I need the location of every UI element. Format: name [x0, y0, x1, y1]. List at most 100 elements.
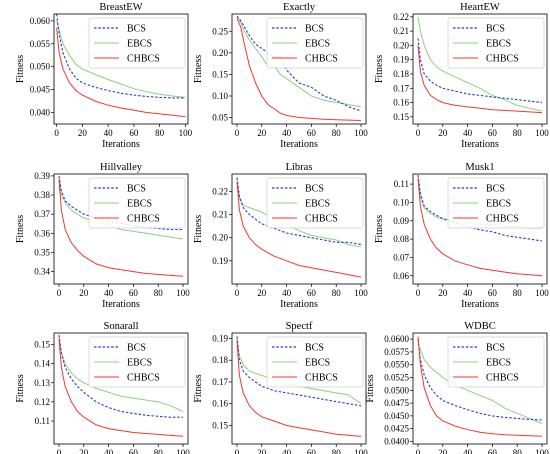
x-tick-label: 100: [176, 288, 190, 298]
legend-box: [266, 177, 364, 229]
chart-panel-musk1: Musk1 0 20 40 60 80 100 0.06 0.07 0.08 0.09 0.10 0.1…: [374, 162, 549, 310]
x-tick-label: 60: [488, 288, 498, 298]
legend: BCS EBCS CHBCS: [266, 177, 364, 229]
x-tick-label: 60: [307, 288, 317, 298]
x-tick-label: 80: [513, 128, 523, 138]
x-tick-label: 80: [332, 128, 342, 138]
legend-label-bcs: BCS: [305, 184, 324, 195]
y-tick-label: 0.15: [393, 112, 409, 122]
x-tick-label: 80: [513, 448, 523, 454]
series-line-ebcs: [417, 16, 543, 112]
y-tick-label: 0.17: [212, 377, 228, 387]
axes-frame: [53, 173, 189, 285]
y-tick-label: 0.11: [35, 416, 50, 426]
y-tick-label: 0.0600: [384, 334, 409, 344]
y-tick-label: 0.060: [30, 16, 51, 26]
y-tick-label: 0.20: [212, 233, 228, 243]
y-tick-label: 0.08: [393, 234, 409, 244]
series-line-chbcs: [236, 340, 362, 437]
series-line-bcs: [417, 339, 543, 421]
chart-panel-hillvalley: Hillvalley 0 20 40 60 80 100 0.34 0.35 0.36 0.37 0.…: [15, 162, 190, 310]
x-tick-label: 0: [416, 128, 421, 138]
legend-label-chbcs: CHBCS: [305, 373, 338, 384]
x-tick-label: 40: [104, 128, 114, 138]
series-line-chbcs: [56, 27, 186, 118]
legend-label-ebcs: EBCS: [127, 199, 152, 210]
y-tick-label: 0.040: [30, 108, 51, 118]
legend-box: [88, 336, 186, 388]
legend-label-bcs: BCS: [486, 24, 505, 35]
y-tick-label: 0.12: [34, 397, 50, 407]
y-tick-label: 0.045: [30, 85, 51, 95]
legend-label-chbcs: CHBCS: [127, 54, 160, 65]
x-tick-label: 20: [79, 288, 89, 298]
legend: BCS EBCS CHBCS: [447, 17, 545, 69]
legend-label-bcs: BCS: [305, 24, 324, 35]
x-tick-label: 80: [513, 288, 523, 298]
x-tick-label: 60: [488, 448, 498, 454]
legend-label-bcs: BCS: [127, 184, 146, 195]
x-tick-label: 100: [354, 448, 368, 454]
y-tick-label: 0.21: [212, 210, 228, 220]
legend-box: [447, 17, 545, 69]
y-tick-label: 0.18: [393, 69, 409, 79]
y-tick-label: 0.25: [212, 26, 228, 36]
chart-title: Musk1: [465, 162, 494, 173]
legend: BCS EBCS CHBCS: [447, 177, 545, 229]
series-group: [58, 334, 184, 437]
series-line-ebcs: [58, 336, 184, 412]
legend-label-bcs: BCS: [127, 343, 146, 354]
x-tick-label: 100: [354, 128, 368, 138]
chart-panel-breastew: BreastEW 0 20 40 60 80 100 0.040 0.045 0.050 0.055…: [15, 2, 193, 150]
x-tick-label: 100: [535, 448, 549, 454]
legend-label-chbcs: CHBCS: [486, 214, 519, 225]
axes-frame: [412, 173, 548, 285]
chart-title: Libras: [286, 162, 313, 173]
y-tick-label: 0.38: [34, 190, 50, 200]
x-tick-label: 40: [282, 128, 292, 138]
legend: BCS EBCS CHBCS: [88, 336, 186, 388]
chart-panel-libras: Libras 0 20 40 60 80 100 0.19 0.20 0.21 0.22 Iterat…: [193, 162, 368, 310]
y-axis-label: Fitness: [15, 374, 26, 402]
chart-title: Sonarall: [104, 321, 139, 332]
chart-panel-heartew: HeartEW 0 20 40 60 80 100 0.15 0.16 0.17 0.18 0.19 0…: [374, 2, 549, 150]
y-tick-label: 0.0425: [384, 424, 409, 434]
x-tick-label: 20: [79, 448, 89, 454]
x-tick-label: 40: [463, 448, 473, 454]
x-tick-label: 20: [438, 288, 448, 298]
y-tick-label: 0.21: [393, 26, 409, 36]
y-tick-label: 0.06: [393, 271, 409, 281]
x-tick-label: 0: [235, 128, 240, 138]
chart-title: WDBC: [464, 321, 496, 332]
x-tick-label: 60: [307, 448, 317, 454]
legend-label-ebcs: EBCS: [305, 199, 330, 210]
legend-label-bcs: BCS: [486, 343, 505, 354]
axes-frame: [231, 13, 367, 125]
x-tick-label: 0: [235, 288, 240, 298]
x-tick-label: 20: [438, 448, 448, 454]
y-tick-label: 0.18: [212, 355, 228, 365]
legend-label-ebcs: EBCS: [486, 39, 511, 50]
legend-label-chbcs: CHBCS: [486, 54, 519, 65]
y-tick-label: 0.16: [393, 98, 409, 108]
series-group: [417, 16, 543, 114]
axes-frame: [412, 332, 548, 445]
series-line-bcs: [417, 38, 543, 104]
y-tick-label: 0.0400: [384, 436, 409, 446]
y-axis-label: Fitness: [15, 215, 26, 243]
y-tick-label: 0.10: [212, 91, 228, 101]
series-line-bcs: [56, 14, 186, 99]
x-tick-label: 80: [154, 288, 164, 298]
series-line-chbcs: [236, 18, 362, 121]
y-tick-label: 0.11: [394, 179, 409, 189]
x-tick-label: 0: [57, 448, 62, 454]
x-tick-label: 100: [535, 288, 549, 298]
legend: BCS EBCS CHBCS: [266, 336, 364, 388]
series-line-ebcs: [236, 15, 362, 108]
chart-panel-sonarall: Sonarall 0 20 40 60 80 100 0.11 0.12 0.13 0.14 0.15…: [15, 321, 190, 454]
y-tick-label: 0.15: [34, 339, 50, 349]
x-axis-label: Iterations: [461, 139, 499, 150]
series-group: [236, 15, 362, 121]
x-tick-label: 40: [463, 288, 473, 298]
chart-panel-spectf: Spectf0204060801000.150.160.170.180.19It…: [193, 321, 368, 454]
